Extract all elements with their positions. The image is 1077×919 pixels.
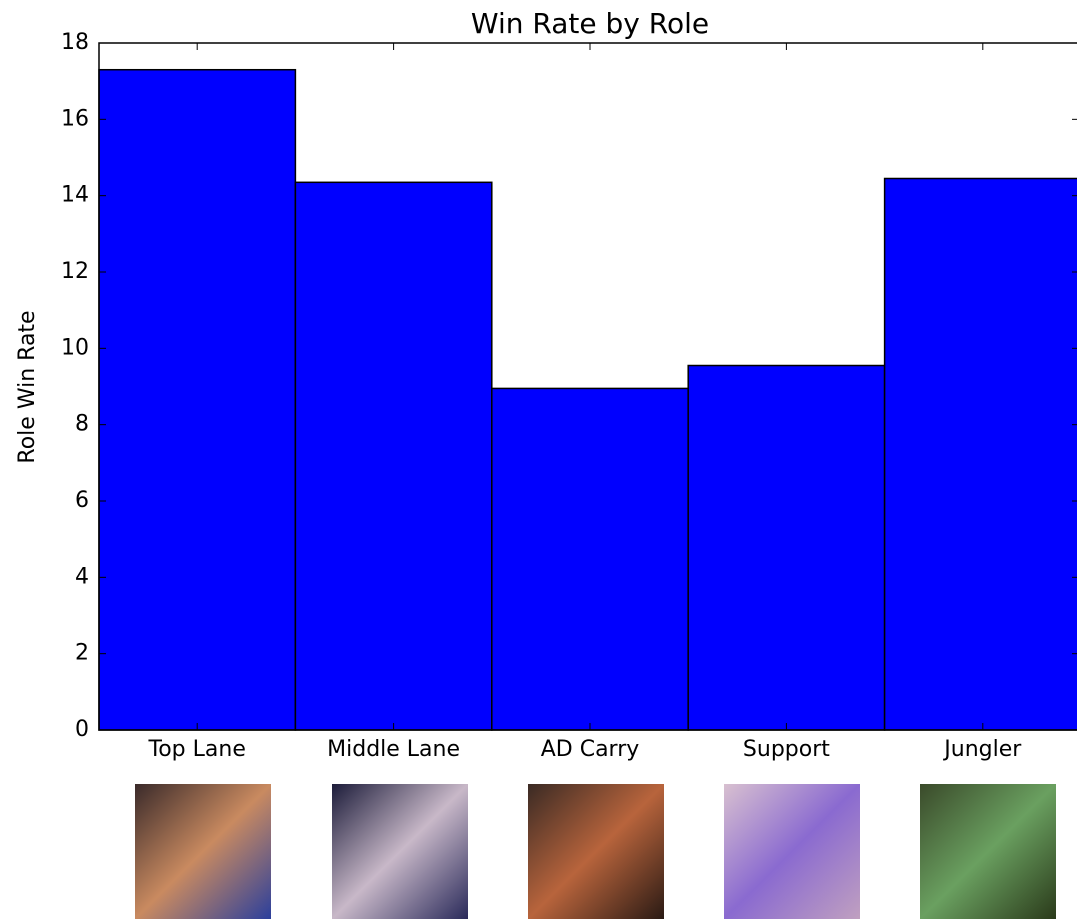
plot-frame	[98, 42, 1077, 731]
chart-title: Win Rate by Role	[471, 7, 709, 40]
y-tick-label: 16	[61, 106, 89, 131]
portrait	[920, 784, 1056, 919]
portrait	[332, 784, 468, 919]
x-tick-label: AD Carry	[541, 737, 640, 762]
portrait	[724, 784, 860, 919]
y-tick-label: 8	[75, 412, 89, 437]
x-tick-label: Support	[743, 737, 830, 762]
y-tick-label: 2	[75, 641, 89, 666]
bar	[883, 177, 1077, 731]
bar	[98, 68, 297, 731]
y-tick-label: 4	[75, 564, 89, 589]
role-portraits	[135, 784, 1056, 919]
x-tick-label: Middle Lane	[327, 737, 460, 762]
y-tick-label: 10	[61, 335, 89, 360]
y-axis-label: Role Win Rate	[15, 310, 40, 463]
y-tick-label: 0	[75, 717, 89, 742]
y-tick-label: 6	[75, 488, 89, 513]
y-tick-label: 12	[61, 259, 89, 284]
y-tick-label: 14	[61, 183, 89, 208]
bar	[491, 387, 689, 731]
portrait	[135, 784, 271, 919]
y-tick-label: 18	[61, 30, 89, 55]
bar	[294, 181, 493, 731]
bar	[687, 364, 886, 731]
x-tick-label: Jungler	[942, 737, 1022, 762]
x-tick-label: Top Lane	[148, 737, 246, 762]
portrait	[528, 784, 664, 919]
